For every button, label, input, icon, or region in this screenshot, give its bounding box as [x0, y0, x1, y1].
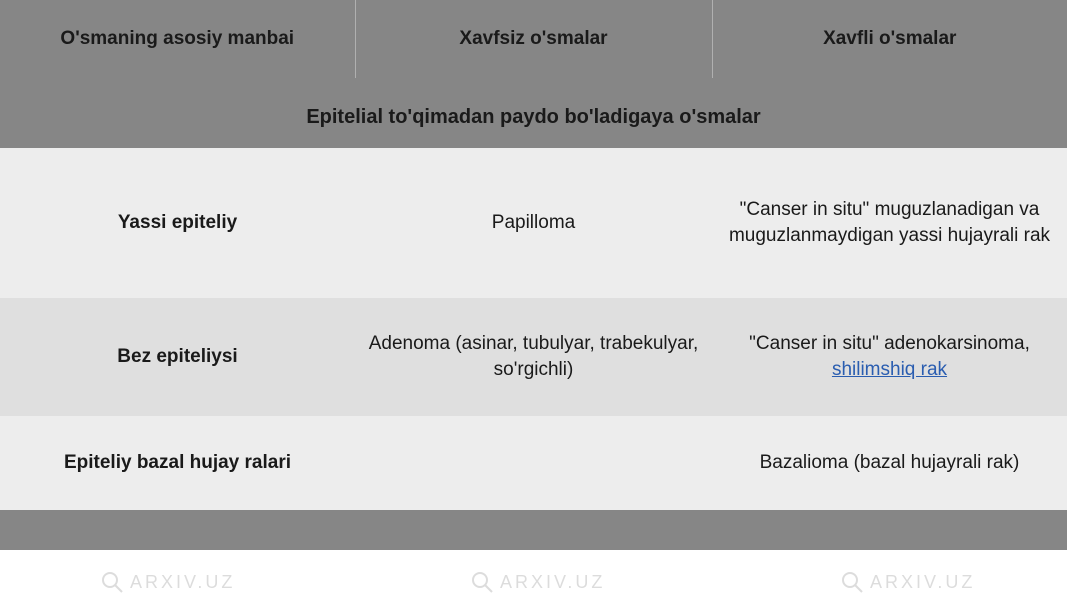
col-header-source: O'smaning asosiy manbai [0, 0, 355, 78]
row-safe: Papilloma [355, 148, 712, 298]
col-header-safe: Xavfsiz o'smalar [355, 0, 712, 78]
watermark-text: ARXIV.UZ [130, 572, 235, 593]
col-header-danger: Xavfli o'smalar [712, 0, 1067, 78]
section-row: Epitelial to'qimadan paydo bo'ladigaya o… [0, 78, 1067, 148]
table-header-row: O'smaning asosiy manbai Xavfsiz o'smalar… [0, 0, 1067, 78]
watermark: ARXIV.UZ [100, 570, 235, 594]
search-icon [100, 570, 124, 594]
table-row: Bez epiteliysiAdenoma (asinar, tubulyar,… [0, 298, 1067, 416]
table-row: Yassi epiteliyPapilloma "Canser in situ" … [0, 148, 1067, 298]
danger-link[interactable]: shilimshiq rak [832, 359, 947, 380]
watermark: ARXIV.UZ [840, 570, 975, 594]
row-safe [355, 416, 712, 510]
row-danger: Bazalioma (bazal hujayrali rak) [712, 416, 1067, 510]
section-title: Epitelial to'qimadan paydo bo'ladigaya o… [0, 78, 1067, 148]
danger-text: "Canser in situ" muguzlanadigan va muguz… [729, 199, 1050, 246]
table-row: Epiteliy bazal hujay ralari Bazalioma (ba… [0, 416, 1067, 510]
watermark-text: ARXIV.UZ [870, 572, 975, 593]
watermark-text: ARXIV.UZ [500, 572, 605, 593]
row-danger: "Canser in situ" adenokarsinoma, shilims… [712, 298, 1067, 416]
footer-strip [0, 510, 1067, 550]
row-label: Yassi epiteliy [0, 148, 355, 298]
row-label: Bez epiteliysi [0, 298, 355, 416]
row-safe: Adenoma (asinar, tubulyar, trabekulyar, … [355, 298, 712, 416]
watermark: ARXIV.UZ [470, 570, 605, 594]
tumor-classification-table: O'smaning asosiy manbai Xavfsiz o'smalar… [0, 0, 1067, 550]
search-icon [470, 570, 494, 594]
row-danger: "Canser in situ" muguzlanadigan va muguz… [712, 148, 1067, 298]
danger-text: "Canser in situ" adenokarsinoma, [749, 333, 1030, 354]
row-label: Epiteliy bazal hujay ralari [0, 416, 355, 510]
danger-text: Bazalioma (bazal hujayrali rak) [760, 452, 1020, 473]
search-icon [840, 570, 864, 594]
